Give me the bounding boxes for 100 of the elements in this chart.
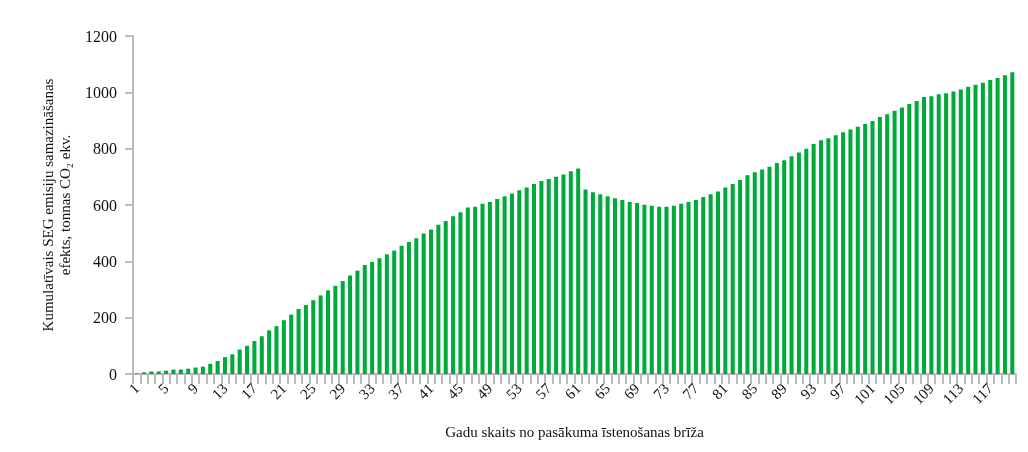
bar (833, 135, 838, 374)
bar (679, 203, 684, 374)
bar (642, 204, 647, 374)
bar (509, 193, 514, 374)
x-tick-label: 69 (620, 380, 643, 403)
bar (348, 275, 353, 374)
bar (303, 304, 308, 374)
x-tick-label: 109 (909, 380, 938, 408)
bar (863, 123, 868, 374)
y-tick-label: 1000 (85, 83, 117, 101)
x-tick-label: 37 (385, 379, 408, 403)
bar (524, 187, 529, 374)
bar (325, 290, 331, 374)
bar (399, 245, 404, 374)
bar (848, 129, 853, 374)
bar (267, 330, 272, 374)
bar (237, 349, 242, 374)
bar (671, 205, 676, 374)
bar (480, 203, 485, 374)
x-tick-label: 57 (532, 379, 555, 403)
bar (458, 212, 463, 374)
x-tick-label: 45 (444, 380, 467, 403)
bar (818, 140, 824, 374)
x-tick-label: 21 (267, 380, 290, 403)
bar (406, 241, 411, 374)
bar (465, 207, 470, 374)
bar (384, 254, 389, 374)
bar (782, 160, 787, 374)
x-tick-label: 89 (767, 380, 790, 403)
bar (539, 181, 544, 374)
bar (495, 199, 500, 374)
bar (311, 300, 316, 374)
bar (723, 187, 728, 374)
x-tick-label: 81 (709, 380, 731, 403)
bar (922, 97, 927, 374)
bar (995, 77, 1000, 374)
bar (899, 107, 904, 374)
bar (296, 308, 301, 374)
bar (767, 166, 772, 374)
x-tick-label: 29 (326, 380, 349, 403)
bar (532, 183, 537, 374)
bar (436, 224, 441, 374)
bar (804, 148, 809, 374)
bar (230, 354, 235, 374)
bar (377, 258, 382, 374)
bar (612, 198, 617, 374)
x-tick-label: 1 (125, 380, 143, 397)
bar (627, 201, 632, 374)
bar (568, 171, 573, 374)
x-tick-label: 73 (650, 380, 673, 403)
bar (451, 216, 456, 374)
bar (855, 126, 860, 374)
bar (811, 143, 816, 374)
x-tick-label: 33 (355, 380, 378, 403)
bar (914, 101, 919, 374)
bar (561, 174, 566, 374)
bar (546, 179, 551, 374)
x-tick-label: 17 (238, 379, 261, 403)
bar (1002, 75, 1007, 374)
bar (620, 199, 625, 374)
bar (370, 261, 375, 374)
bar (738, 179, 743, 374)
bar (951, 91, 956, 374)
bar (200, 366, 205, 374)
x-axis-title: Gadu skaits no pasākuma īstenošanas brīža (445, 423, 705, 440)
x-tick-label: 93 (797, 380, 820, 403)
bar (929, 96, 934, 374)
bar (421, 233, 426, 374)
bar (796, 152, 801, 374)
bar (841, 132, 846, 374)
x-tick-label: 105 (880, 380, 908, 408)
x-tick-label: 25 (297, 380, 319, 403)
bar (355, 270, 360, 374)
bar (936, 94, 941, 374)
bar (988, 79, 993, 374)
bar (245, 345, 250, 374)
y-tick-label: 0 (109, 365, 117, 383)
bar (966, 86, 971, 374)
y-tick-label: 400 (93, 252, 117, 270)
bar (826, 138, 831, 374)
bar (760, 169, 765, 374)
bar (259, 336, 264, 374)
x-tick-label: 85 (738, 380, 761, 403)
bar (745, 175, 750, 374)
bar (554, 176, 559, 374)
bar (178, 369, 183, 374)
bar (870, 121, 875, 374)
bar (318, 295, 323, 374)
bar (973, 84, 978, 374)
bar (892, 110, 897, 374)
x-tick-label: 113 (939, 380, 967, 408)
bar (222, 357, 227, 374)
bar (605, 196, 610, 374)
bar (730, 183, 735, 374)
bar (502, 196, 507, 374)
x-tick-label: 101 (850, 380, 879, 408)
x-tick-label: 53 (503, 380, 525, 403)
bar (362, 265, 367, 374)
bar (789, 156, 794, 374)
bar (980, 82, 985, 374)
